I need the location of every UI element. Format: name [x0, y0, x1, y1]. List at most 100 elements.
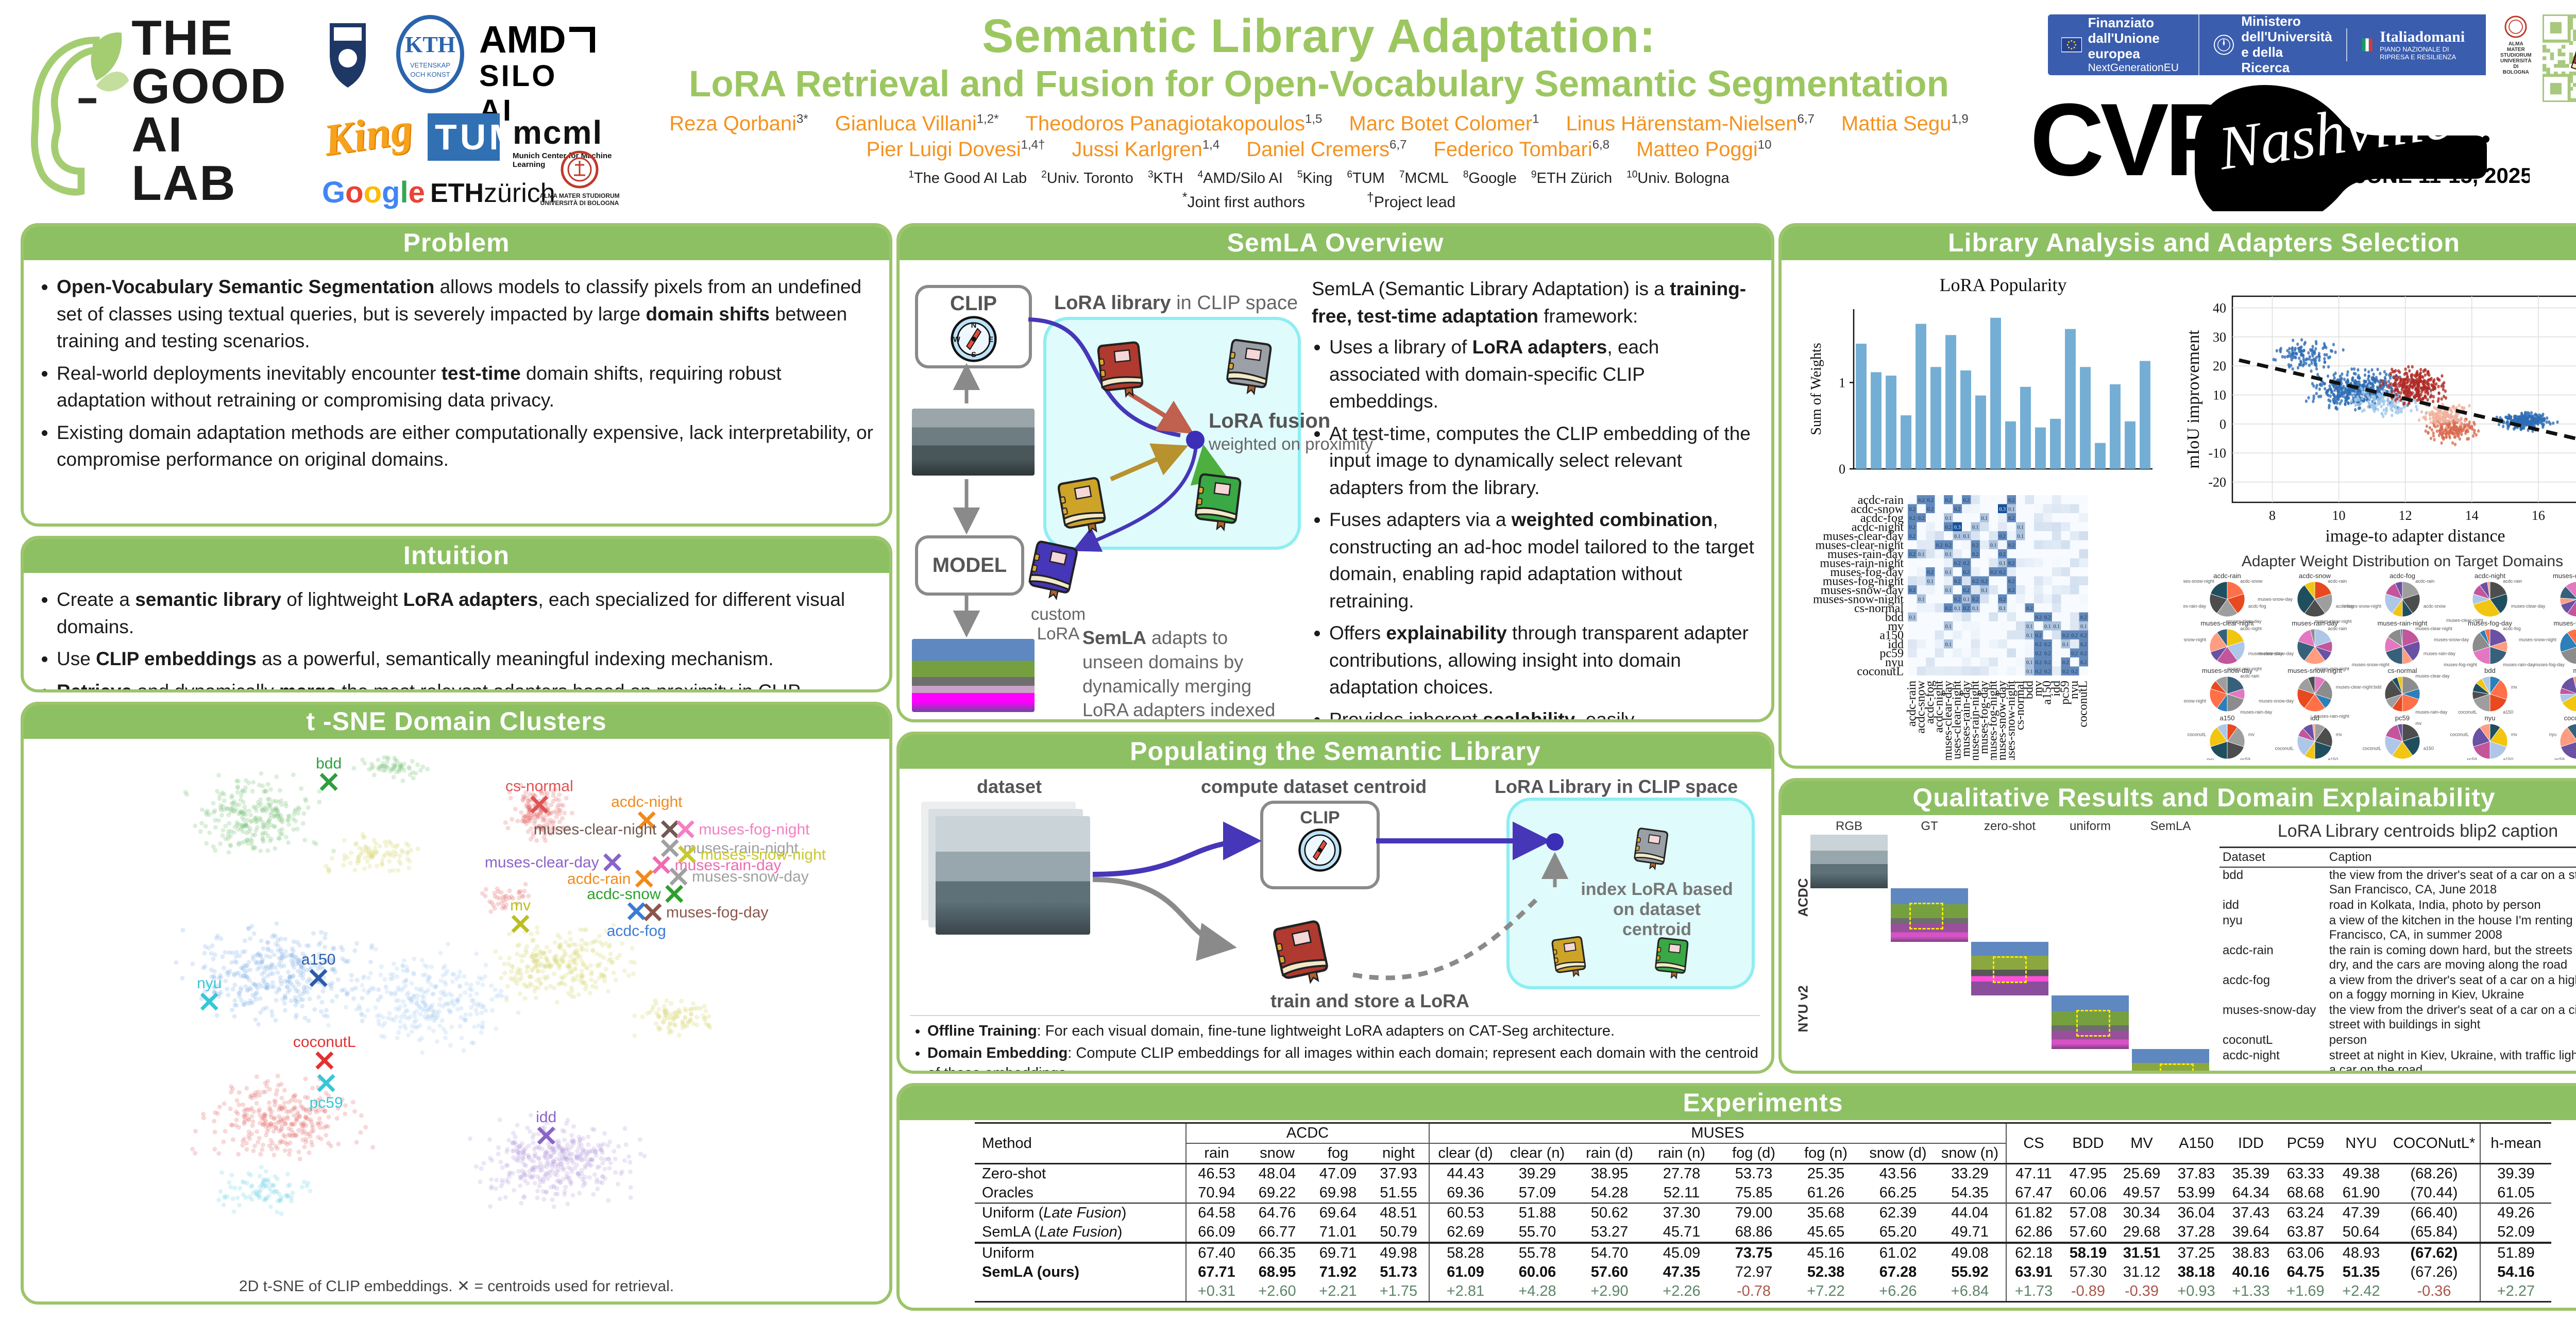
heatmap-cell — [1944, 630, 1953, 639]
heatmap-cell — [1971, 540, 1980, 549]
custom-lora-label: custom LoRA — [1030, 604, 1086, 643]
heatmap-cell — [2079, 630, 2088, 639]
heatmap-cell — [1908, 576, 1917, 585]
value-cell: 45.65 — [1807, 1224, 1845, 1240]
caption-text: the view from the driver's seat of a car… — [2329, 1003, 2576, 1031]
heatmap-cell — [2034, 531, 2043, 540]
heatmap-cell — [2052, 648, 2061, 657]
tsne-centroid-marker — [511, 915, 530, 933]
popularity-bar — [1975, 395, 1986, 469]
svg-text:0.2: 0.2 — [2062, 633, 2069, 638]
bullet-item: Fuses adapters via a weighted combinatio… — [1329, 506, 1755, 615]
heatmap-cell — [2034, 648, 2043, 657]
heatmap-row-label: muses-fog-night — [1823, 574, 1904, 588]
heatmap-cell — [2007, 648, 2016, 657]
italiadomani-icon — [2362, 38, 2372, 52]
heatmap-cell — [1935, 594, 1944, 603]
guitar-icon: Nashville JUNE 11-15, 2025 — [2195, 82, 2533, 229]
heatmap-cell — [2007, 639, 2016, 649]
svg-text:0.2: 0.2 — [2072, 669, 2078, 674]
value-cell: 66.35 — [1258, 1245, 1296, 1261]
heatmap-cell — [1989, 522, 1998, 531]
svg-text:W: W — [953, 336, 960, 344]
heatmap-col-label: acdc-fog — [1923, 681, 1937, 724]
subcol: snow (n) — [1934, 1143, 2007, 1164]
value-cell: 50.62 — [1590, 1205, 1629, 1221]
popularity-bar — [2005, 421, 2016, 469]
heatmap-cell — [1944, 495, 1953, 504]
heatmap-cell — [1917, 576, 1926, 585]
delta-cell: +2.21 — [1319, 1283, 1357, 1299]
value-cell: 51.73 — [1368, 1263, 1430, 1282]
heatmap-cell — [1935, 495, 1944, 504]
svg-text:OCH KONST: OCH KONST — [410, 71, 450, 78]
heatmap-cell — [1917, 513, 1926, 522]
caption-header-caption: Caption — [2329, 850, 2372, 864]
pie-slice — [2392, 741, 2413, 759]
heatmap-cell — [1980, 495, 1989, 504]
heatmap-cell — [1980, 648, 1989, 657]
svg-text:KTH: KTH — [405, 32, 455, 57]
heatmap-cell — [1989, 594, 1998, 603]
heatmap-cell — [1989, 648, 1998, 657]
heatmap-cell — [1989, 576, 1998, 585]
value-cell: 67.47 — [2015, 1185, 2053, 1201]
heatmap-cell — [1944, 540, 1953, 549]
svg-text:0.2: 0.2 — [1909, 516, 1916, 521]
heatmap-cell — [2034, 594, 2043, 603]
ministry-emblem-icon — [2214, 35, 2234, 55]
heatmap-cell — [1989, 603, 1998, 613]
heatmap-cell — [1953, 522, 1962, 531]
svg-text:0.2: 0.2 — [1909, 588, 1916, 594]
svg-text:12: 12 — [2399, 508, 2412, 523]
value-cell: 47.39 — [2342, 1205, 2380, 1221]
value-cell: 47.35 — [1663, 1264, 1701, 1280]
delta-cell: +2.27 — [2497, 1283, 2535, 1299]
heatmap-cell — [1980, 630, 1989, 639]
bullet-item: Open-Vocabulary Semantic Segmentation al… — [57, 274, 874, 355]
populating-bullets: Offline Training: For each visual domain… — [910, 1021, 1767, 1071]
value-cell: 72.97 — [1735, 1264, 1773, 1280]
heatmap-cell — [2061, 639, 2070, 649]
svg-text:0.1: 0.1 — [1999, 606, 2006, 612]
tsne-centroid-label: muses-rain-day — [675, 857, 782, 874]
heatmap-cell — [1944, 612, 1953, 621]
pie-title: pc59 — [2395, 714, 2410, 722]
value-cell: 54.28 — [1590, 1185, 1629, 1201]
heatmap-cell — [2016, 612, 2025, 621]
svg-text:0.2: 0.2 — [2044, 642, 2051, 648]
heatmap-cell — [1917, 657, 1926, 667]
heatmap-cell — [1935, 603, 1944, 613]
bullet-item: Offers explainability through transparen… — [1329, 620, 1755, 701]
value-cell: 54.35 — [1934, 1183, 2007, 1203]
svg-text:JUNE 11-15, 2025: JUNE 11-15, 2025 — [2354, 163, 2530, 188]
heatmap-cell — [2070, 666, 2079, 675]
heatmap-cell — [2070, 558, 2079, 567]
value-cell: 63.91 — [2015, 1264, 2053, 1280]
heatmap-cell — [1980, 531, 1989, 540]
heatmap-cell — [2079, 612, 2088, 621]
svg-text:0.2: 0.2 — [1999, 570, 2006, 576]
svg-text:0.2: 0.2 — [1945, 498, 1952, 503]
tsne-centroid-marker — [315, 1051, 334, 1070]
svg-text:0.2: 0.2 — [2026, 606, 2033, 612]
pie-slice — [2216, 646, 2238, 665]
pie-slice — [2210, 581, 2228, 600]
svg-text:10: 10 — [2213, 388, 2226, 403]
pie-slice — [2227, 741, 2244, 759]
caption-header-dataset: Dataset — [2223, 850, 2265, 864]
svg-text:0.2: 0.2 — [1909, 552, 1916, 557]
pie-title: muses-clear-day — [2553, 572, 2576, 580]
heatmap-cell — [2043, 558, 2052, 567]
heatmap-cell — [1989, 549, 1998, 559]
svg-text:0.3: 0.3 — [1999, 506, 2006, 512]
heatmap-cell — [1998, 558, 2007, 567]
heatmap-cell — [1980, 612, 1989, 621]
pie-slice — [2402, 694, 2419, 712]
heatmap-cell — [1971, 648, 1980, 657]
heatmap-cell — [1971, 585, 1980, 595]
qual-rowgroup-acdc: ACDC — [1795, 878, 1811, 917]
heatmap-cell — [1980, 594, 1989, 603]
svg-text:16: 16 — [2532, 508, 2545, 523]
heatmap-cell — [2007, 585, 2016, 595]
